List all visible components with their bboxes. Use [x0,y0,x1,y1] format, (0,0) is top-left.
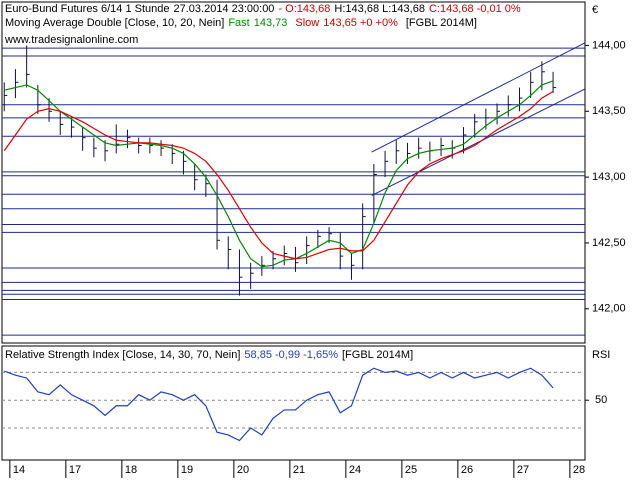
y-tick-label: 142,00 [592,303,626,315]
quote: C:143,68 -0,01 0% [428,3,521,15]
y-tick-label: 143,50 [592,105,626,117]
rsi-axis-label: RSI [592,349,610,361]
x-tick-label: 21 [293,464,305,476]
price-panel [1,1,586,344]
x-tick-label: 26 [461,464,473,476]
rsi-line [4,367,554,442]
x-tick-label: 17 [69,464,81,476]
ma-line [4,80,554,268]
x-tick-label: 20 [237,464,249,476]
title: Relative Strength Index [Close, 14, 30, … [5,349,241,361]
currency: € [592,4,598,16]
legend-name: Slow [295,17,320,29]
x-tick-label: 24 [349,464,361,476]
readout: 58,85 -0,99 -1,65% [244,349,338,361]
y-tick-label: 143,00 [592,171,626,183]
source: www.tradesignalonline.com [5,34,139,46]
x-tick-label: 19 [181,464,193,476]
y-tick-label: 142,50 [592,237,626,249]
ma-line [3,91,554,260]
indicator-header: Moving Average Double [Close, 10, 20, Ne… [5,17,481,30]
price-header: Euro-Bund Futures 6/14 1 Stunde 27.03.201… [5,3,525,16]
x-tick-label: 25 [405,464,417,476]
x-tick-label: 18 [125,464,137,476]
timestamp: 27.03.2014 23:00:00 [173,3,275,15]
symbol: [FGBL 2014M] [405,17,477,29]
x-tick-label: 28 [573,464,585,476]
y-tick-label: 50 [595,394,607,406]
readout: 143,65 +0 +0% [323,17,398,29]
readout: 143,73 [253,17,288,29]
x-tick-label: 27 [517,464,529,476]
trendline [371,42,585,153]
y-tick-label: 144,00 [592,39,626,51]
legend-slow: Slow 143,65 +0 +0% [295,17,401,29]
symbol: [FGBL 2014M] [342,349,414,361]
x-tick-label: 14 [13,464,25,476]
quote: - O:143,68 [278,3,331,15]
quote: H:143,68 L:143,68 [334,3,425,15]
legend-fast: Fast 143,73 [228,17,291,29]
rsi-panel [1,345,586,461]
indicator: Moving Average Double [Close, 10, 20, Ne… [5,17,225,29]
title: Euro-Bund Futures 6/14 1 Stunde [5,3,170,15]
legend-name: Fast [228,17,250,29]
rsi-header: Relative Strength Index [Close, 14, 30, … [5,349,417,362]
